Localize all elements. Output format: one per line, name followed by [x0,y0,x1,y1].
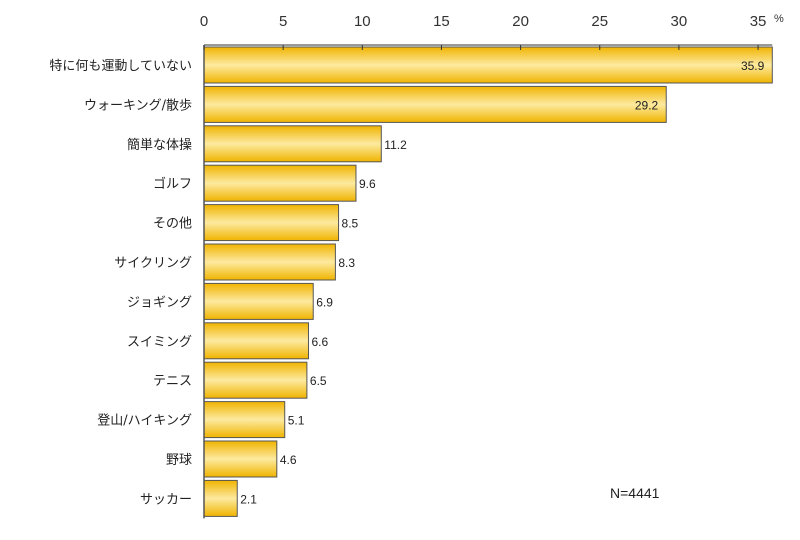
category-label: 簡単な体操 [127,137,192,153]
bar [203,401,286,439]
bar [203,243,336,281]
bar [203,204,340,242]
bar [203,440,278,478]
bar [203,322,309,360]
x-tick-label: 15 [433,13,450,30]
bar [203,479,238,517]
category-label: 登山/ハイキング [97,414,192,429]
value-label: 8.3 [338,256,355,270]
x-tick-label: 25 [591,13,608,30]
value-label: 6.9 [316,295,333,309]
value-label: 6.5 [310,374,327,388]
category-label: ウォーキング/散歩 [84,98,192,113]
value-label: 29.2 [635,98,659,112]
value-label: 9.6 [359,177,376,191]
category-label: スイミング [127,335,192,350]
category-label: ゴルフ [153,176,192,192]
category-label: テニス [153,374,192,389]
category-label: 特に何も運動していない [49,58,192,74]
x-tick-label: 30 [671,13,688,30]
category-label: サイクリング [114,256,192,271]
bar [203,46,773,84]
category-label: 野球 [166,453,192,468]
value-label: 6.6 [311,335,328,349]
bar [203,85,667,123]
value-label: 4.6 [280,453,297,467]
unit-label: % [774,13,784,25]
bar [203,282,314,320]
category-label: サッカー [140,492,192,507]
category-label: ジョギング [127,295,192,310]
value-label: 2.1 [240,492,257,506]
x-tick-label: 20 [512,13,529,30]
bar [203,164,357,202]
x-tick-label: 35 [750,13,767,30]
value-label: 8.5 [342,217,359,231]
x-tick-label: 10 [354,13,371,30]
x-tick-label: 0 [200,13,208,30]
bar [203,361,308,399]
sample-size-annotation: N=4441 [610,485,660,501]
value-label: 35.9 [741,59,765,73]
value-label: 5.1 [288,414,305,428]
value-label: 11.2 [384,138,407,152]
bar [203,125,382,163]
category-label: その他 [153,217,192,232]
x-tick-label: 5 [279,13,287,30]
